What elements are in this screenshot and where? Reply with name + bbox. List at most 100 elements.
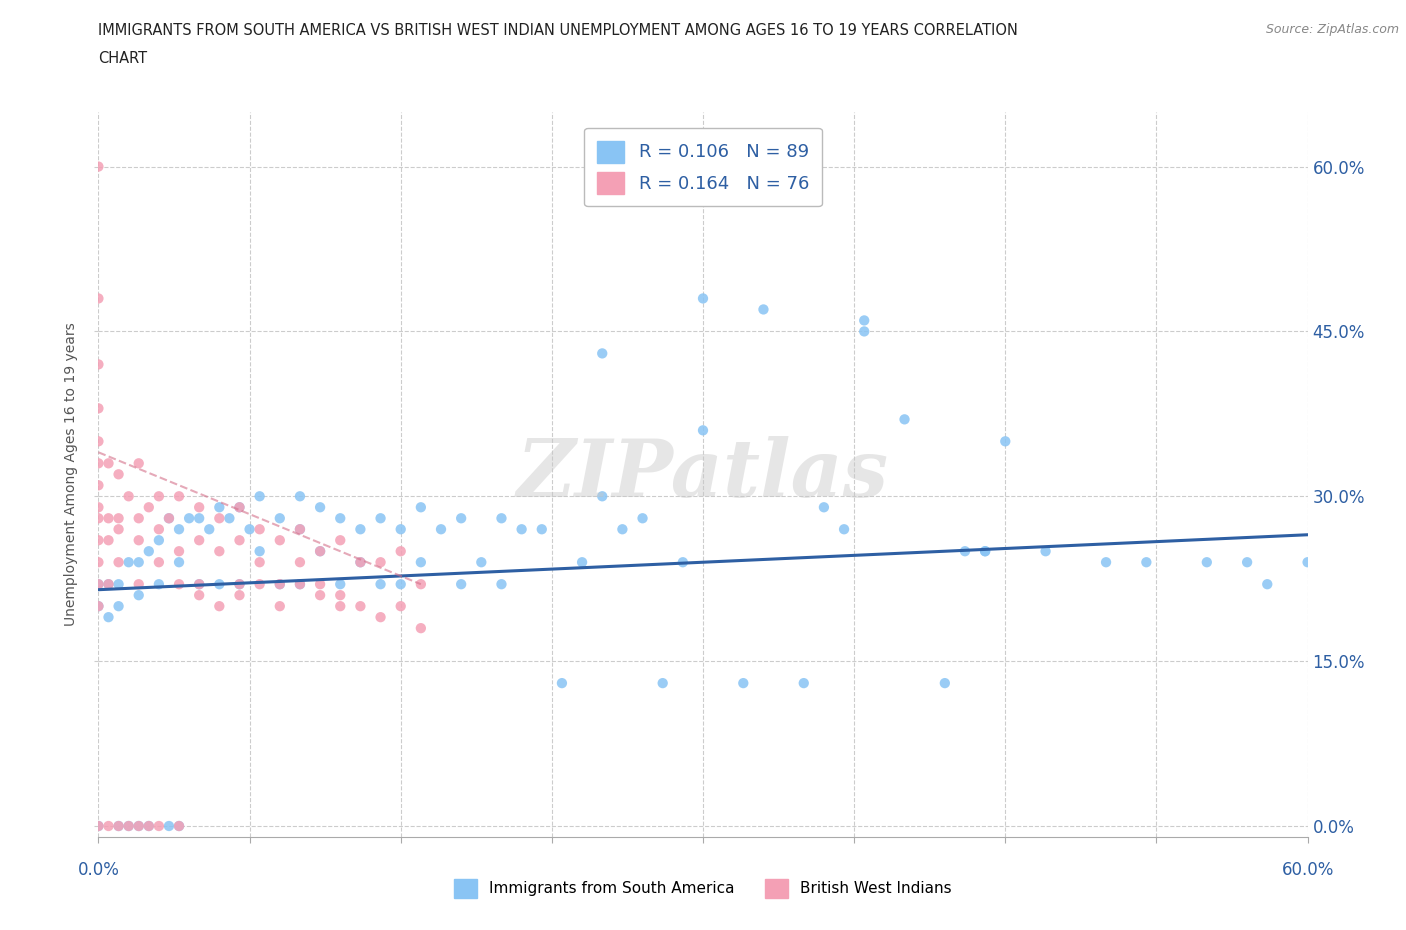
Point xyxy=(107,522,129,537)
Point xyxy=(510,522,533,537)
Text: 60.0%: 60.0% xyxy=(1281,860,1334,879)
Point xyxy=(87,511,110,525)
Point xyxy=(832,522,855,537)
Point xyxy=(107,599,129,614)
Point xyxy=(87,818,110,833)
Point xyxy=(409,499,432,514)
Point xyxy=(128,818,150,833)
Point xyxy=(87,159,110,174)
Point xyxy=(107,818,129,833)
Point xyxy=(591,346,613,361)
Point xyxy=(288,489,311,504)
Point xyxy=(167,522,190,537)
Point xyxy=(450,511,472,525)
Point xyxy=(188,511,211,525)
Point xyxy=(148,489,170,504)
Point xyxy=(208,511,231,525)
Point xyxy=(138,818,160,833)
Point xyxy=(87,599,110,614)
Point xyxy=(97,577,120,591)
Point xyxy=(288,522,311,537)
Point xyxy=(118,818,141,833)
Point xyxy=(148,533,170,548)
Point xyxy=(228,577,250,591)
Point xyxy=(692,423,714,438)
Point xyxy=(107,467,129,482)
Text: Source: ZipAtlas.com: Source: ZipAtlas.com xyxy=(1265,23,1399,36)
Point xyxy=(138,544,160,559)
Point xyxy=(148,818,170,833)
Point xyxy=(551,676,574,691)
Point xyxy=(1195,555,1218,570)
Point xyxy=(128,533,150,548)
Point xyxy=(87,456,110,471)
Point xyxy=(249,489,271,504)
Point xyxy=(87,818,110,833)
Point xyxy=(612,522,634,537)
Point xyxy=(329,588,352,603)
Point xyxy=(148,577,170,591)
Point xyxy=(148,555,170,570)
Point xyxy=(188,577,211,591)
Point xyxy=(228,577,250,591)
Point xyxy=(208,499,231,514)
Point xyxy=(128,456,150,471)
Point xyxy=(409,555,432,570)
Point xyxy=(370,511,392,525)
Point xyxy=(853,313,876,328)
Point xyxy=(309,544,332,559)
Point xyxy=(87,533,110,548)
Point xyxy=(87,499,110,514)
Point xyxy=(329,577,352,591)
Legend: Immigrants from South America, British West Indians: Immigrants from South America, British W… xyxy=(449,873,957,904)
Point xyxy=(249,544,271,559)
Point xyxy=(1296,555,1319,570)
Point xyxy=(591,489,613,504)
Point xyxy=(269,511,291,525)
Point xyxy=(288,577,311,591)
Point xyxy=(218,511,240,525)
Point xyxy=(239,522,262,537)
Point xyxy=(309,499,332,514)
Point xyxy=(974,544,997,559)
Point xyxy=(389,544,412,559)
Point xyxy=(97,818,120,833)
Point xyxy=(349,522,371,537)
Point xyxy=(288,555,311,570)
Point xyxy=(269,533,291,548)
Point xyxy=(157,511,180,525)
Point xyxy=(288,577,311,591)
Point xyxy=(793,676,815,691)
Point xyxy=(167,818,190,833)
Point xyxy=(974,544,997,559)
Point xyxy=(733,676,755,691)
Point xyxy=(87,401,110,416)
Point xyxy=(370,577,392,591)
Point xyxy=(530,522,553,537)
Point xyxy=(188,499,211,514)
Text: 0.0%: 0.0% xyxy=(77,860,120,879)
Point xyxy=(128,511,150,525)
Point xyxy=(269,577,291,591)
Point xyxy=(97,610,120,625)
Point xyxy=(87,357,110,372)
Point xyxy=(430,522,453,537)
Point xyxy=(288,522,311,537)
Point xyxy=(188,588,211,603)
Point xyxy=(118,489,141,504)
Text: ZIPatlas: ZIPatlas xyxy=(517,435,889,513)
Point xyxy=(167,544,190,559)
Point xyxy=(651,676,673,691)
Point xyxy=(138,818,160,833)
Point xyxy=(450,577,472,591)
Point xyxy=(349,599,371,614)
Legend: R = 0.106   N = 89, R = 0.164   N = 76: R = 0.106 N = 89, R = 0.164 N = 76 xyxy=(585,128,821,206)
Point xyxy=(128,555,150,570)
Point xyxy=(228,499,250,514)
Point xyxy=(148,522,170,537)
Point xyxy=(87,599,110,614)
Point xyxy=(994,434,1017,449)
Point xyxy=(228,588,250,603)
Point xyxy=(167,489,190,504)
Point xyxy=(208,544,231,559)
